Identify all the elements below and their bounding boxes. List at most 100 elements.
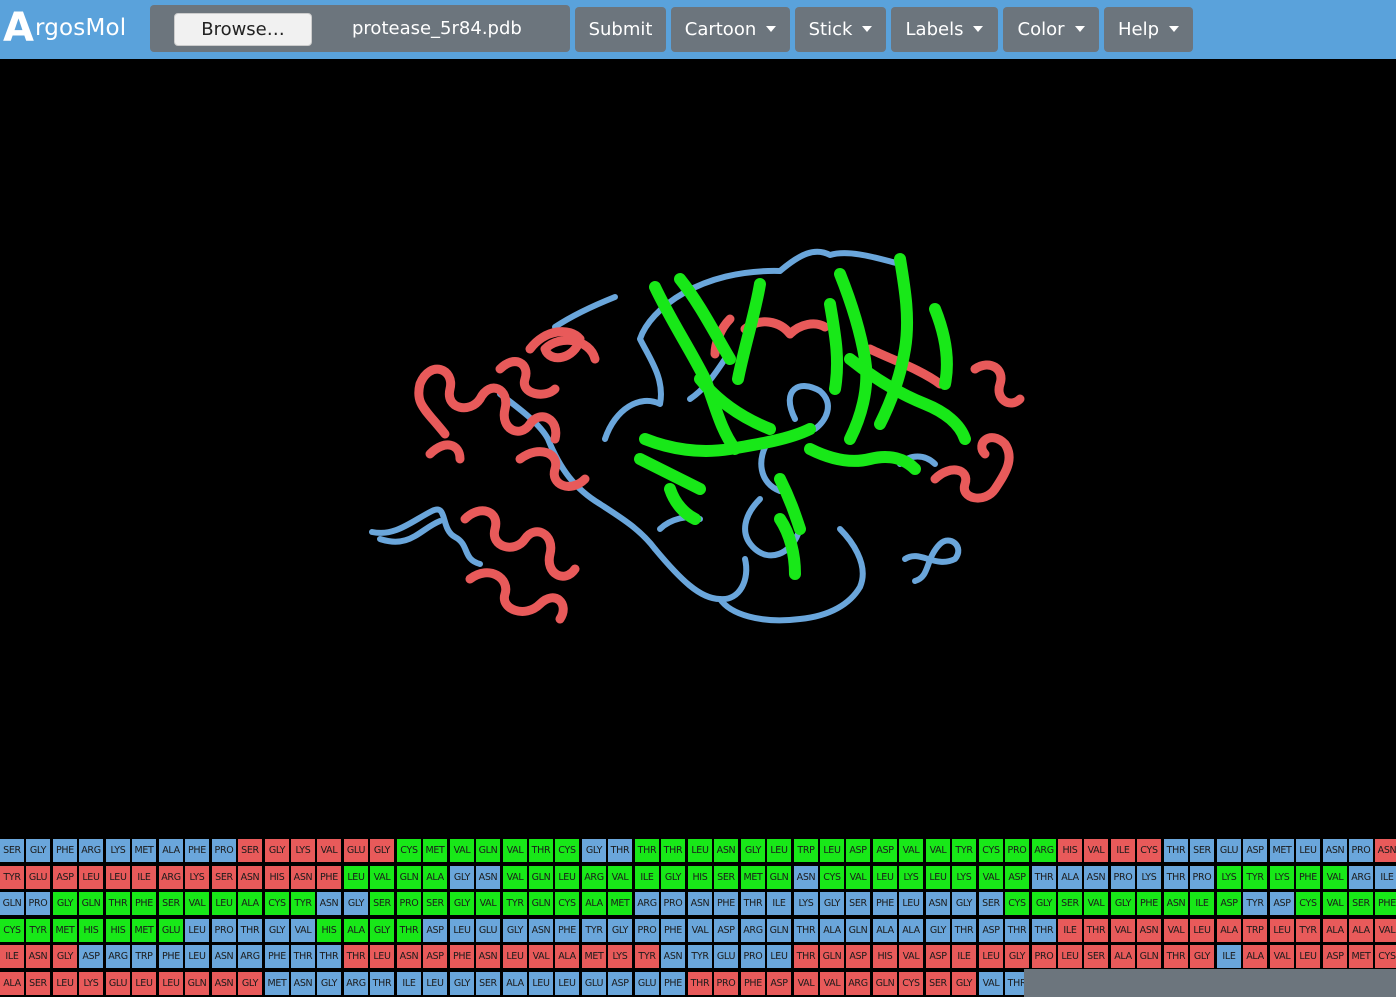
residue-cell[interactable]: ASP bbox=[1270, 892, 1294, 915]
residue-cell[interactable]: LYS bbox=[185, 866, 209, 889]
residue-cell[interactable]: CYS bbox=[265, 892, 289, 915]
residue-cell[interactable]: GLU bbox=[159, 919, 183, 942]
residue-cell[interactable]: THR bbox=[529, 839, 553, 862]
residue-cell[interactable]: MET bbox=[608, 892, 632, 915]
residue-cell[interactable]: THR bbox=[370, 972, 394, 995]
residue-cell[interactable]: GLU bbox=[714, 945, 738, 968]
residue-cell[interactable]: PHE bbox=[132, 892, 156, 915]
residue-cell[interactable]: TYR bbox=[503, 892, 527, 915]
residue-cell[interactable]: GLY bbox=[608, 919, 632, 942]
residue-cell[interactable]: VAL bbox=[1084, 892, 1108, 915]
residue-cell[interactable]: THR bbox=[1084, 919, 1108, 942]
residue-cell[interactable]: GLY bbox=[582, 839, 606, 862]
residue-cell[interactable]: VAL bbox=[608, 866, 632, 889]
residue-cell[interactable]: GLY bbox=[1005, 945, 1029, 968]
residue-cell[interactable]: CYS bbox=[1137, 839, 1161, 862]
residue-cell[interactable]: ASN bbox=[397, 945, 421, 968]
residue-cell[interactable]: LYS bbox=[1217, 866, 1241, 889]
residue-cell[interactable]: GLY bbox=[370, 839, 394, 862]
residue-cell[interactable]: TYR bbox=[291, 892, 315, 915]
labels-dropdown[interactable]: Labels bbox=[891, 7, 998, 52]
residue-cell[interactable]: PHE bbox=[661, 919, 685, 942]
cartoon-dropdown[interactable]: Cartoon bbox=[671, 7, 790, 52]
residue-cell[interactable]: LEU bbox=[344, 866, 368, 889]
residue-cell[interactable]: ALA bbox=[159, 839, 183, 862]
residue-cell[interactable]: THR bbox=[344, 945, 368, 968]
residue-cell[interactable]: SER bbox=[423, 892, 447, 915]
residue-cell[interactable]: SER bbox=[212, 866, 236, 889]
residue-cell[interactable]: SER bbox=[1058, 892, 1082, 915]
residue-cell[interactable]: ASP bbox=[846, 945, 870, 968]
residue-cell[interactable]: ALA bbox=[0, 972, 24, 995]
residue-cell[interactable]: SER bbox=[26, 972, 50, 995]
residue-cell[interactable]: ALA bbox=[238, 892, 262, 915]
residue-cell[interactable]: ASN bbox=[1375, 839, 1396, 862]
residue-cell[interactable]: VAL bbox=[1084, 839, 1108, 862]
residue-cell[interactable]: VAL bbox=[820, 972, 844, 995]
residue-cell[interactable]: PHE bbox=[317, 866, 341, 889]
residue-cell[interactable]: GLY bbox=[344, 892, 368, 915]
residue-cell[interactable]: LYS bbox=[794, 892, 818, 915]
residue-cell[interactable]: PHE bbox=[661, 972, 685, 995]
residue-cell[interactable]: LEU bbox=[185, 945, 209, 968]
residue-cell[interactable]: GLY bbox=[661, 866, 685, 889]
residue-cell[interactable]: THR bbox=[397, 919, 421, 942]
residue-cell[interactable]: ASP bbox=[979, 919, 1003, 942]
residue-cell[interactable]: GLY bbox=[741, 839, 765, 862]
residue-cell[interactable]: ASN bbox=[794, 866, 818, 889]
residue-cell[interactable]: CYS bbox=[979, 839, 1003, 862]
residue-cell[interactable]: GLY bbox=[820, 892, 844, 915]
residue-cell[interactable]: GLY bbox=[952, 892, 976, 915]
residue-cell[interactable]: GLN bbox=[529, 866, 553, 889]
residue-cell[interactable]: ASP bbox=[1243, 839, 1267, 862]
residue-cell[interactable]: GLY bbox=[317, 972, 341, 995]
residue-cell[interactable]: LEU bbox=[529, 972, 553, 995]
residue-cell[interactable]: GLN bbox=[476, 839, 500, 862]
residue-cell[interactable]: CYS bbox=[1296, 892, 1320, 915]
residue-cell[interactable]: ALA bbox=[503, 972, 527, 995]
residue-cell[interactable]: SER bbox=[238, 839, 262, 862]
residue-cell[interactable]: MET bbox=[1349, 945, 1373, 968]
residue-cell[interactable]: GLY bbox=[952, 972, 976, 995]
residue-cell[interactable]: LEU bbox=[1270, 919, 1294, 942]
residue-cell[interactable]: GLN bbox=[0, 892, 24, 915]
residue-cell[interactable]: ASP bbox=[873, 839, 897, 862]
residue-cell[interactable]: PRO bbox=[212, 839, 236, 862]
residue-cell[interactable]: LEU bbox=[423, 972, 447, 995]
residue-cell[interactable]: ILE bbox=[1217, 945, 1241, 968]
residue-cell[interactable]: ASP bbox=[846, 839, 870, 862]
residue-cell[interactable]: GLY bbox=[450, 892, 474, 915]
residue-cell[interactable]: THR bbox=[635, 839, 659, 862]
residue-cell[interactable]: ARG bbox=[1349, 866, 1373, 889]
residue-cell[interactable]: PHE bbox=[555, 919, 579, 942]
residue-cell[interactable]: PRO bbox=[741, 945, 765, 968]
residue-cell[interactable]: PHE bbox=[741, 972, 765, 995]
residue-cell[interactable]: VAL bbox=[1375, 919, 1396, 942]
residue-cell[interactable]: GLY bbox=[370, 919, 394, 942]
residue-cell[interactable]: SER bbox=[159, 892, 183, 915]
residue-cell[interactable]: ALA bbox=[582, 892, 606, 915]
residue-cell[interactable]: ASN bbox=[1164, 892, 1188, 915]
residue-cell[interactable]: ILE bbox=[1375, 866, 1396, 889]
residue-cell[interactable]: VAL bbox=[529, 945, 553, 968]
residue-cell[interactable]: ARG bbox=[846, 972, 870, 995]
residue-cell[interactable]: VAL bbox=[503, 839, 527, 862]
residue-cell[interactable]: HIS bbox=[265, 866, 289, 889]
residue-cell[interactable]: GLY bbox=[238, 972, 262, 995]
residue-cell[interactable]: CYS bbox=[397, 839, 421, 862]
residue-cell[interactable]: ALA bbox=[423, 866, 447, 889]
residue-cell[interactable]: CYS bbox=[899, 972, 923, 995]
residue-cell[interactable]: LEU bbox=[159, 972, 183, 995]
residue-cell[interactable]: ILE bbox=[132, 866, 156, 889]
residue-cell[interactable]: LEU bbox=[1190, 919, 1214, 942]
residue-cell[interactable]: GLN bbox=[820, 945, 844, 968]
residue-cell[interactable]: ASN bbox=[926, 892, 950, 915]
residue-cell[interactable]: SER bbox=[1349, 892, 1373, 915]
residue-cell[interactable]: PRO bbox=[1032, 945, 1056, 968]
residue-cell[interactable]: VAL bbox=[1323, 892, 1347, 915]
residue-cell[interactable]: ALA bbox=[1349, 919, 1373, 942]
residue-cell[interactable]: THR bbox=[1032, 866, 1056, 889]
residue-cell[interactable]: THR bbox=[106, 892, 130, 915]
residue-cell[interactable]: SER bbox=[926, 972, 950, 995]
residue-cell[interactable]: VAL bbox=[503, 866, 527, 889]
